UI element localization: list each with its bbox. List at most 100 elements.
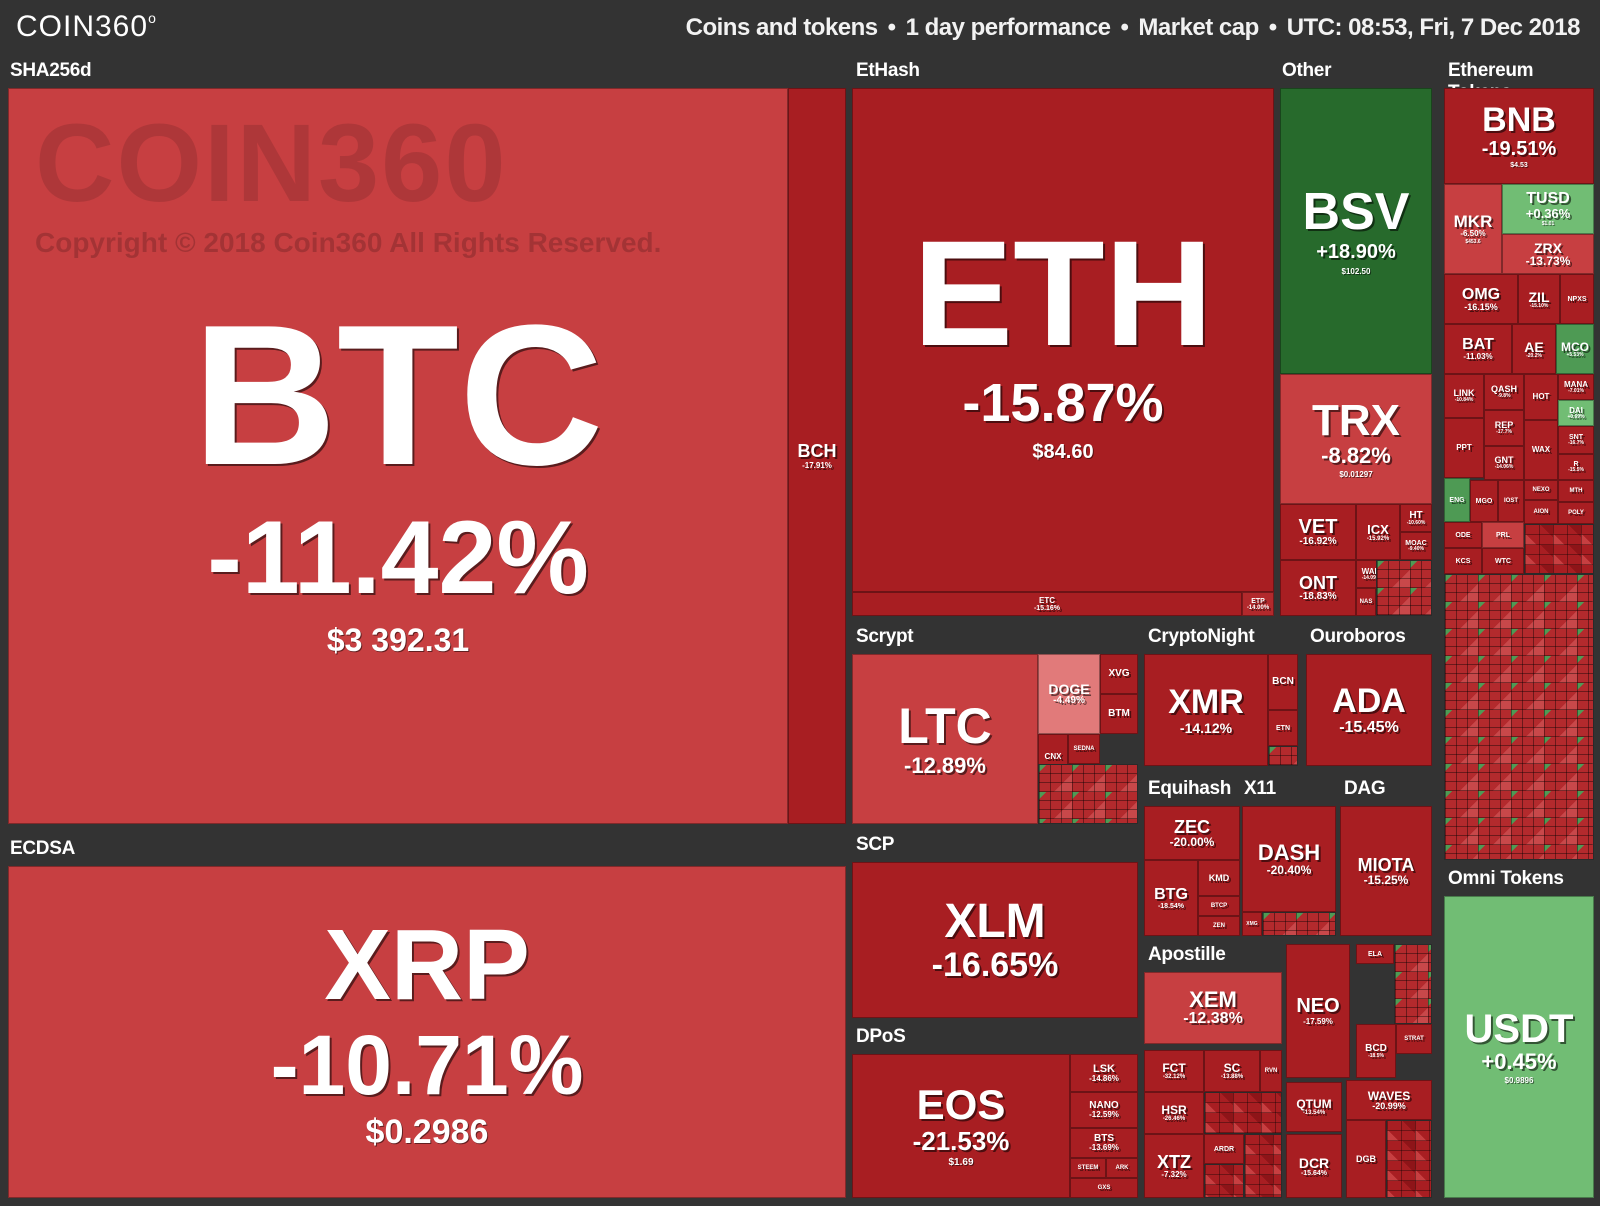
period-selector[interactable]: 1 day performance <box>905 14 1111 41</box>
small-coins-cluster[interactable] <box>1376 560 1432 616</box>
coin-tile-dgb[interactable]: DGB <box>1346 1120 1386 1198</box>
coin-tile-xmg[interactable]: XMG <box>1242 912 1262 936</box>
coin-tile-tusd[interactable]: TUSD +0.36% $1.01 <box>1502 184 1594 234</box>
bottom-small-cluster-3[interactable] <box>1386 1120 1432 1198</box>
scrypt-small-cluster[interactable] <box>1038 764 1138 824</box>
coin-tile-xrp[interactable]: XRP -10.71% $0.2986 <box>8 866 846 1198</box>
coin-tile-usdt[interactable]: USDT +0.45% $0.9896 <box>1444 896 1594 1198</box>
coin-tile-ela[interactable]: ELA <box>1356 944 1394 964</box>
coin-tile-aion[interactable]: AION <box>1524 500 1558 524</box>
coin-tile-btcp[interactable]: BTCP <box>1198 896 1240 916</box>
misc-small-cluster[interactable] <box>1394 944 1432 1024</box>
coin-tile-omg[interactable]: OMG -16.15% <box>1444 274 1518 324</box>
coin-tile-dai[interactable]: DAI +0.69% <box>1558 400 1594 426</box>
coin-tile-bts[interactable]: BTS -13.69% <box>1070 1128 1138 1158</box>
coin-tile-bcn[interactable]: BCN <box>1268 654 1298 710</box>
coin-tile-mgo[interactable]: MGO <box>1470 480 1498 522</box>
coin-tile-steem[interactable]: STEEM <box>1070 1158 1106 1178</box>
coin-tile-dash[interactable]: DASH -20.40% <box>1242 806 1336 912</box>
coin-tile-xvg[interactable]: XVG <box>1100 654 1138 694</box>
coin-tile-bat[interactable]: BAT -11.03% <box>1444 324 1512 374</box>
coin-tile-sedna[interactable]: SEDNA <box>1068 734 1100 764</box>
apostille-small-cluster[interactable] <box>1204 1092 1282 1134</box>
coin-tile-gnt[interactable]: GNT -14.06% <box>1484 446 1524 480</box>
coin-tile-moac[interactable]: MOAC -9.40% <box>1400 532 1432 560</box>
coin-tile-btg[interactable]: BTG -18.54% <box>1144 860 1198 936</box>
coin-tile-xmr[interactable]: XMR -14.12% <box>1144 654 1268 766</box>
coin-tile-gxs[interactable]: GXS <box>1070 1178 1138 1198</box>
coin-tile-snt[interactable]: SNT -16.7% <box>1558 426 1594 454</box>
coin-tile-kcs[interactable]: KCS <box>1444 548 1482 574</box>
coin-tile-hsr[interactable]: HSR -26.46% <box>1144 1092 1204 1134</box>
coin-tile-mth[interactable]: MTH <box>1558 480 1594 502</box>
metric-selector[interactable]: Market cap <box>1138 14 1259 41</box>
coin-tile-npxs[interactable]: NPXS <box>1560 274 1594 324</box>
coin-tile-strat[interactable]: STRAT <box>1396 1024 1432 1054</box>
coin-tile-qash[interactable]: QASH -9.8% <box>1484 374 1524 410</box>
coin-tile-kmd[interactable]: KMD <box>1198 860 1240 896</box>
coins-filter[interactable]: Coins and tokens <box>685 14 879 41</box>
bottom-small-cluster[interactable] <box>1244 1134 1282 1198</box>
coin-tile-eng[interactable]: ENG <box>1444 478 1470 522</box>
coin-tile-mkr[interactable]: MKR -6.50% $453.6 <box>1444 184 1502 274</box>
coin-tile-mco[interactable]: MCO +5.53% <box>1556 324 1594 374</box>
coin-tile-bnb[interactable]: BNB -19.51% $4.53 <box>1444 88 1594 184</box>
coin-tile-neo[interactable]: NEO -17.59% <box>1286 944 1350 1078</box>
coin-tile-mana[interactable]: MANA -7.01% <box>1558 374 1594 400</box>
coin360-logo[interactable]: COIN360o <box>16 10 157 44</box>
bottom-small-cluster-2[interactable] <box>1204 1164 1244 1198</box>
coin-tile-ppt[interactable]: PPT <box>1444 418 1484 478</box>
coin-tile-ada[interactable]: ADA -15.45% <box>1306 654 1432 766</box>
cryptonight-small-cluster[interactable] <box>1268 746 1298 766</box>
coin-tile-icx[interactable]: ICX -15.92% <box>1356 504 1400 560</box>
coin-tile-sc[interactable]: SC -13.88% <box>1204 1050 1260 1092</box>
coin-tile-zen[interactable]: ZEN <box>1198 916 1240 936</box>
coin-tile-xtz[interactable]: XTZ -7.32% <box>1144 1134 1204 1198</box>
coin-tile-ardr[interactable]: ARDR <box>1204 1134 1244 1164</box>
small-tokens-cluster[interactable] <box>1524 524 1594 574</box>
coin-tile-miota[interactable]: MIOTA -15.25% <box>1340 806 1432 936</box>
coin-tile-xlm[interactable]: XLM -16.65% <box>852 862 1138 1018</box>
coin-tile-ht[interactable]: HT -10.60% <box>1400 504 1432 532</box>
coin-tile-poly[interactable]: POLY <box>1558 502 1594 524</box>
coin-tile-zec[interactable]: ZEC -20.00% <box>1144 806 1240 860</box>
coin-tile-bch[interactable]: BCH -17.91% <box>788 88 846 824</box>
coin-tile-rvn[interactable]: RVN <box>1260 1050 1282 1092</box>
coin-tile-xem[interactable]: XEM -12.38% <box>1144 972 1282 1044</box>
coin-tile-hot[interactable]: HOT <box>1524 374 1558 420</box>
coin-tile-btm[interactable]: BTM <box>1100 694 1138 734</box>
coin-tile-nexo[interactable]: NEXO <box>1524 480 1558 500</box>
coin-tile-trx[interactable]: TRX -8.82% $0.01297 <box>1280 374 1432 504</box>
coin-tile-eos[interactable]: EOS -21.53% $1.69 <box>852 1054 1070 1198</box>
coin-tile-doge[interactable]: DOGE -4.49% <box>1038 654 1100 734</box>
coin-tile-nas[interactable]: NAS <box>1356 588 1376 616</box>
coin-tile-qtum[interactable]: QTUM -13.54% <box>1286 1082 1342 1132</box>
coin-tile-iost[interactable]: IOST <box>1498 480 1524 522</box>
coin-tile-fct[interactable]: FCT -32.12% <box>1144 1050 1204 1092</box>
coin-tile-ltc[interactable]: LTC -12.89% <box>852 654 1038 824</box>
coin-tile-bcd[interactable]: BCD -18.5% <box>1356 1024 1396 1078</box>
coin-tile-nano[interactable]: NANO -12.59% <box>1070 1092 1138 1128</box>
coin-tile-zrx[interactable]: ZRX -13.73% <box>1502 234 1594 274</box>
coin-tile-btc[interactable]: COIN360 Copyright © 2018 Coin360 All Rig… <box>8 88 788 824</box>
coin-tile-wtc[interactable]: WTC <box>1482 548 1524 574</box>
coin-tile-wax[interactable]: WAX <box>1524 420 1558 480</box>
coin-tile-etp[interactable]: ETP -14.00% <box>1242 592 1274 616</box>
coin-tile-prl[interactable]: PRL <box>1482 522 1524 548</box>
coin-tile-etc[interactable]: ETC -15.16% <box>852 592 1242 616</box>
coin-tile-ode[interactable]: ODE <box>1444 522 1482 548</box>
x11-small-cluster[interactable] <box>1262 912 1336 936</box>
coin-tile-ark[interactable]: ARK <box>1106 1158 1138 1178</box>
coin-tile-rep[interactable]: REP -17.7% <box>1484 410 1524 446</box>
coin-tile-ont[interactable]: ONT -18.83% <box>1280 560 1356 616</box>
coin-tile-ae[interactable]: AE -20.2% <box>1512 324 1556 374</box>
coin-tile-dcr[interactable]: DCR -15.64% <box>1286 1134 1342 1198</box>
coin-tile-waves[interactable]: WAVES -20.99% <box>1346 1080 1432 1120</box>
coin-tile-r[interactable]: R -15.5% <box>1558 454 1594 480</box>
coin-tile-bsv[interactable]: BSV +18.90% $102.50 <box>1280 88 1432 374</box>
coin-tile-zil[interactable]: ZIL -15.10% <box>1518 274 1560 324</box>
coin-tile-etn[interactable]: ETN <box>1268 710 1298 746</box>
coin-tile-link[interactable]: LINK -10.84% <box>1444 374 1484 418</box>
micro-tokens-cluster[interactable] <box>1444 574 1594 860</box>
coin-tile-lsk[interactable]: LSK -14.86% <box>1070 1054 1138 1092</box>
